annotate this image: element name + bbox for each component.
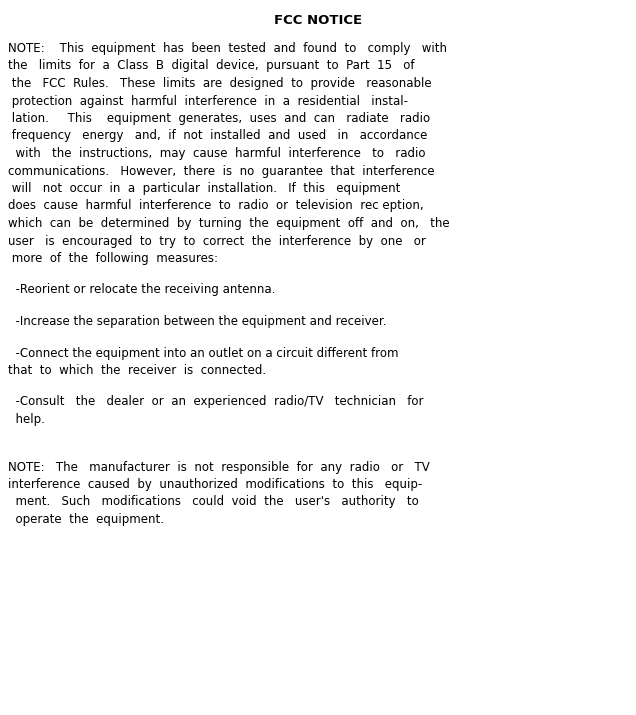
Text: frequency   energy   and,  if  not  installed  and  used   in   accordance: frequency energy and, if not installed a… bbox=[8, 129, 427, 142]
Text: which  can  be  determined  by  turning  the  equipment  off  and  on,   the: which can be determined by turning the e… bbox=[8, 217, 450, 230]
Text: FCC NOTICE: FCC NOTICE bbox=[274, 14, 362, 27]
Text: will   not  occur  in  a  particular  installation.   If  this   equipment: will not occur in a particular installat… bbox=[8, 182, 401, 195]
Text: -Consult   the   dealer  or  an  experienced  radio/TV   technician   for: -Consult the dealer or an experienced ra… bbox=[8, 395, 424, 408]
Text: the   FCC  Rules.   These  limits  are  designed  to  provide   reasonable: the FCC Rules. These limits are designed… bbox=[8, 77, 432, 90]
Text: that  to  which  the  receiver  is  connected.: that to which the receiver is connected. bbox=[8, 364, 266, 377]
Text: lation.     This    equipment  generates,  uses  and  can   radiate   radio: lation. This equipment generates, uses a… bbox=[8, 112, 430, 125]
Text: user   is  encouraged  to  try  to  correct  the  interference  by  one   or: user is encouraged to try to correct the… bbox=[8, 235, 426, 247]
Text: -Increase the separation between the equipment and receiver.: -Increase the separation between the equ… bbox=[8, 315, 387, 328]
Text: the   limits  for  a  Class  B  digital  device,  pursuant  to  Part  15   of: the limits for a Class B digital device,… bbox=[8, 59, 415, 72]
Text: NOTE:    This  equipment  has  been  tested  and  found  to   comply   with: NOTE: This equipment has been tested and… bbox=[8, 42, 447, 55]
Text: -Connect the equipment into an outlet on a circuit different from: -Connect the equipment into an outlet on… bbox=[8, 347, 399, 360]
Text: more  of  the  following  measures:: more of the following measures: bbox=[8, 252, 218, 265]
Text: -Reorient or relocate the receiving antenna.: -Reorient or relocate the receiving ante… bbox=[8, 284, 275, 297]
Text: communications.   However,  there  is  no  guarantee  that  interference: communications. However, there is no gua… bbox=[8, 164, 434, 177]
Text: does  cause  harmful  interference  to  radio  or  television  rec eption,: does cause harmful interference to radio… bbox=[8, 199, 424, 212]
Text: interference  caused  by  unauthorized  modifications  to  this   equip-: interference caused by unauthorized modi… bbox=[8, 478, 422, 491]
Text: ment.   Such   modifications   could  void  the   user's   authority   to: ment. Such modifications could void the … bbox=[8, 495, 418, 508]
Text: protection  against  harmful  interference  in  a  residential   instal-: protection against harmful interference … bbox=[8, 94, 408, 107]
Text: operate  the  equipment.: operate the equipment. bbox=[8, 513, 164, 526]
Text: NOTE:   The   manufacturer  is  not  responsible  for  any  radio   or   TV: NOTE: The manufacturer is not responsibl… bbox=[8, 460, 430, 473]
Text: help.: help. bbox=[8, 413, 45, 426]
Text: with   the  instructions,  may  cause  harmful  interference   to   radio: with the instructions, may cause harmful… bbox=[8, 147, 425, 160]
